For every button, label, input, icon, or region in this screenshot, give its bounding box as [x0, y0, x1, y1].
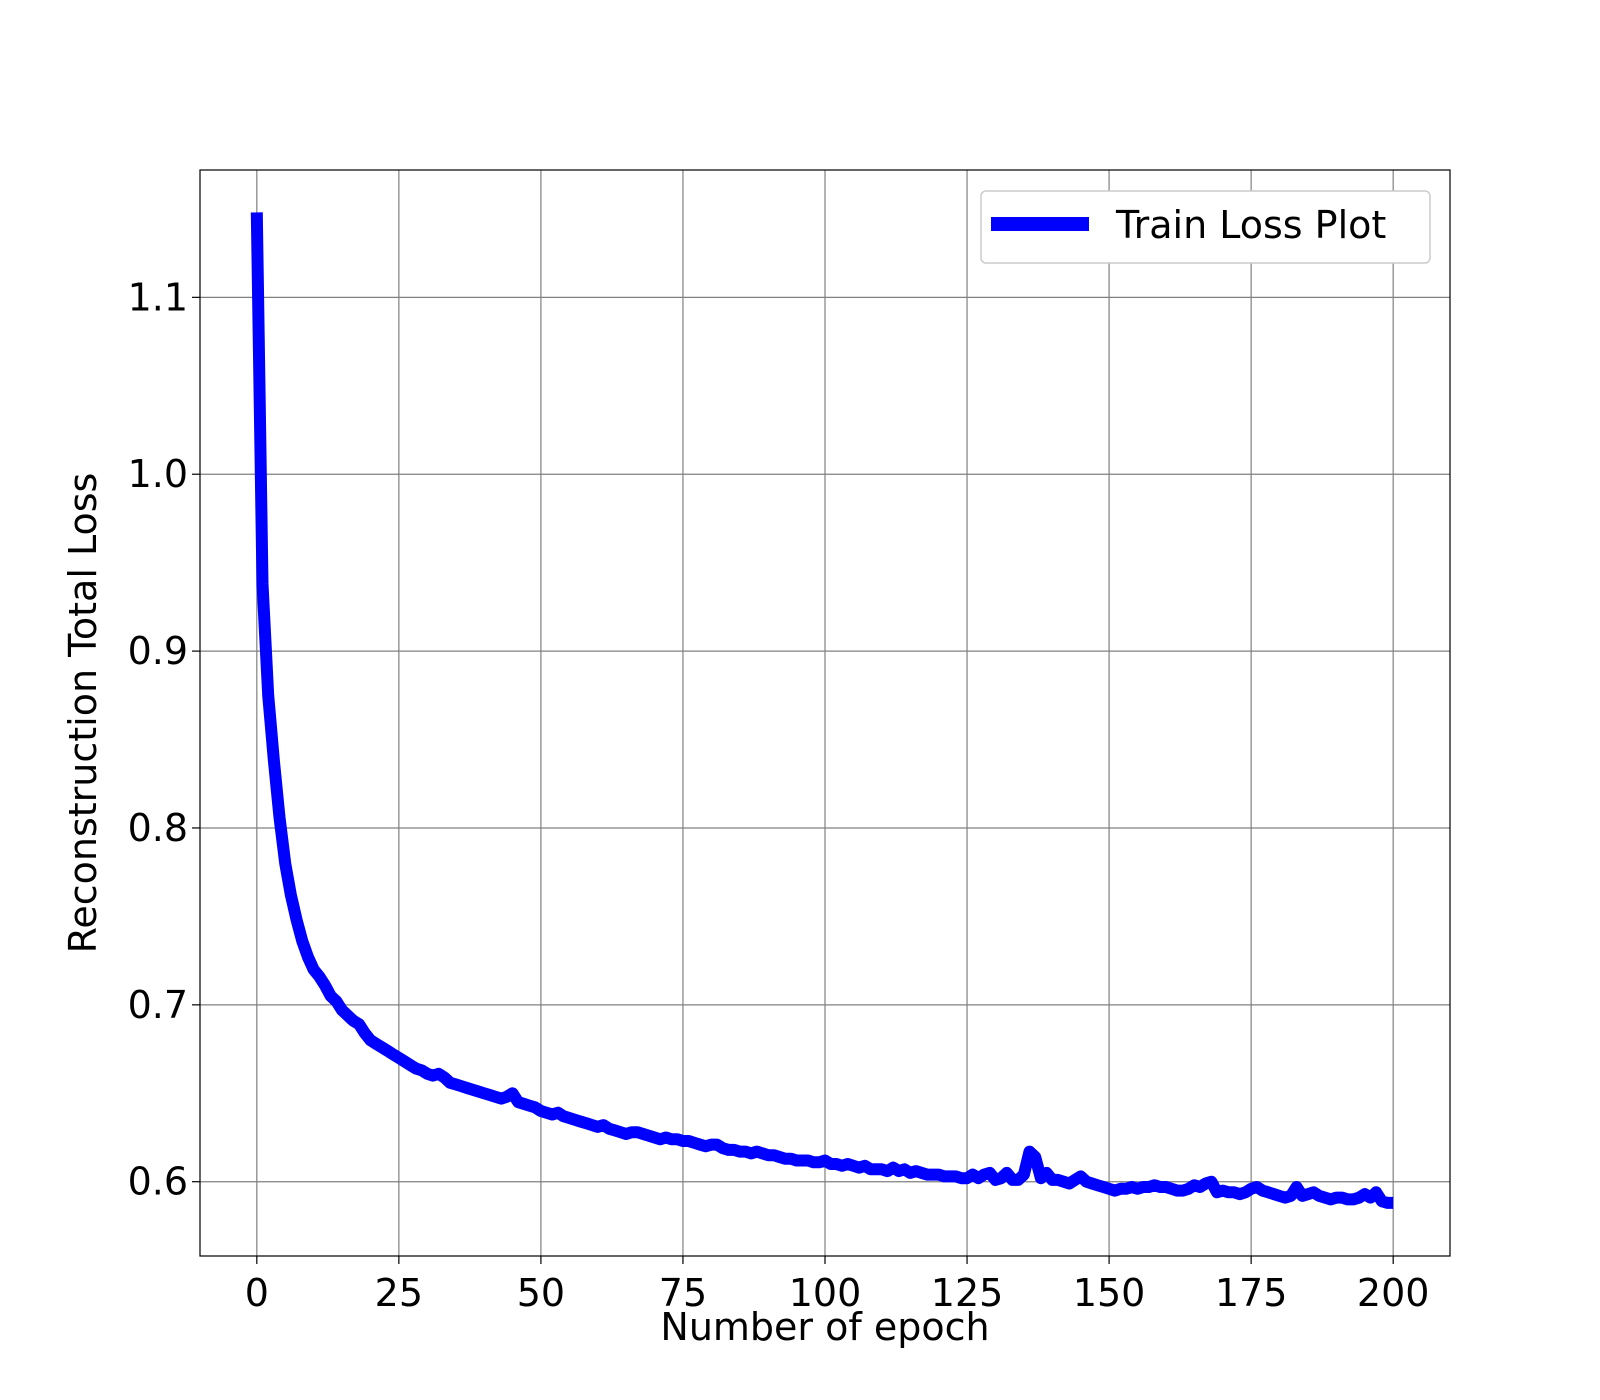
legend: Train Loss Plot — [980, 190, 1431, 264]
y-tick-label: 0.7 — [128, 983, 188, 1027]
x-tick-label: 75 — [659, 1271, 707, 1315]
series-line-train-loss — [250, 212, 1394, 1209]
x-tick-label: 125 — [931, 1271, 1004, 1315]
legend-box — [980, 190, 1431, 264]
x-tick-label: 25 — [375, 1271, 423, 1315]
y-tick-label: 1.1 — [128, 275, 188, 319]
x-tick-label: 150 — [1073, 1271, 1146, 1315]
x-tick-label: 175 — [1215, 1271, 1288, 1315]
x-tick-label: 100 — [789, 1271, 862, 1315]
series-layer — [250, 212, 1394, 1209]
y-tick-label: 0.6 — [128, 1160, 188, 1204]
y-tick-label: 0.9 — [128, 629, 188, 673]
ticks: 0 25 50 75 100 125 150 175 200 0.6 0.7 0.8 0.9 1.0 1.1 — [128, 275, 1430, 1315]
y-tick-label: 0.8 — [128, 806, 188, 850]
y-tick-label: 1.0 — [128, 452, 188, 496]
x-axis-title: Number of epoch — [660, 1305, 989, 1349]
grid — [200, 170, 1450, 1256]
x-tick-label: 0 — [245, 1271, 269, 1315]
legend-label-train-loss: Train Loss Plot — [1115, 203, 1386, 247]
x-tick-label: 200 — [1357, 1271, 1430, 1315]
x-tick-label: 50 — [517, 1271, 565, 1315]
y-axis-title: Reconstruction Total Loss — [61, 473, 105, 954]
